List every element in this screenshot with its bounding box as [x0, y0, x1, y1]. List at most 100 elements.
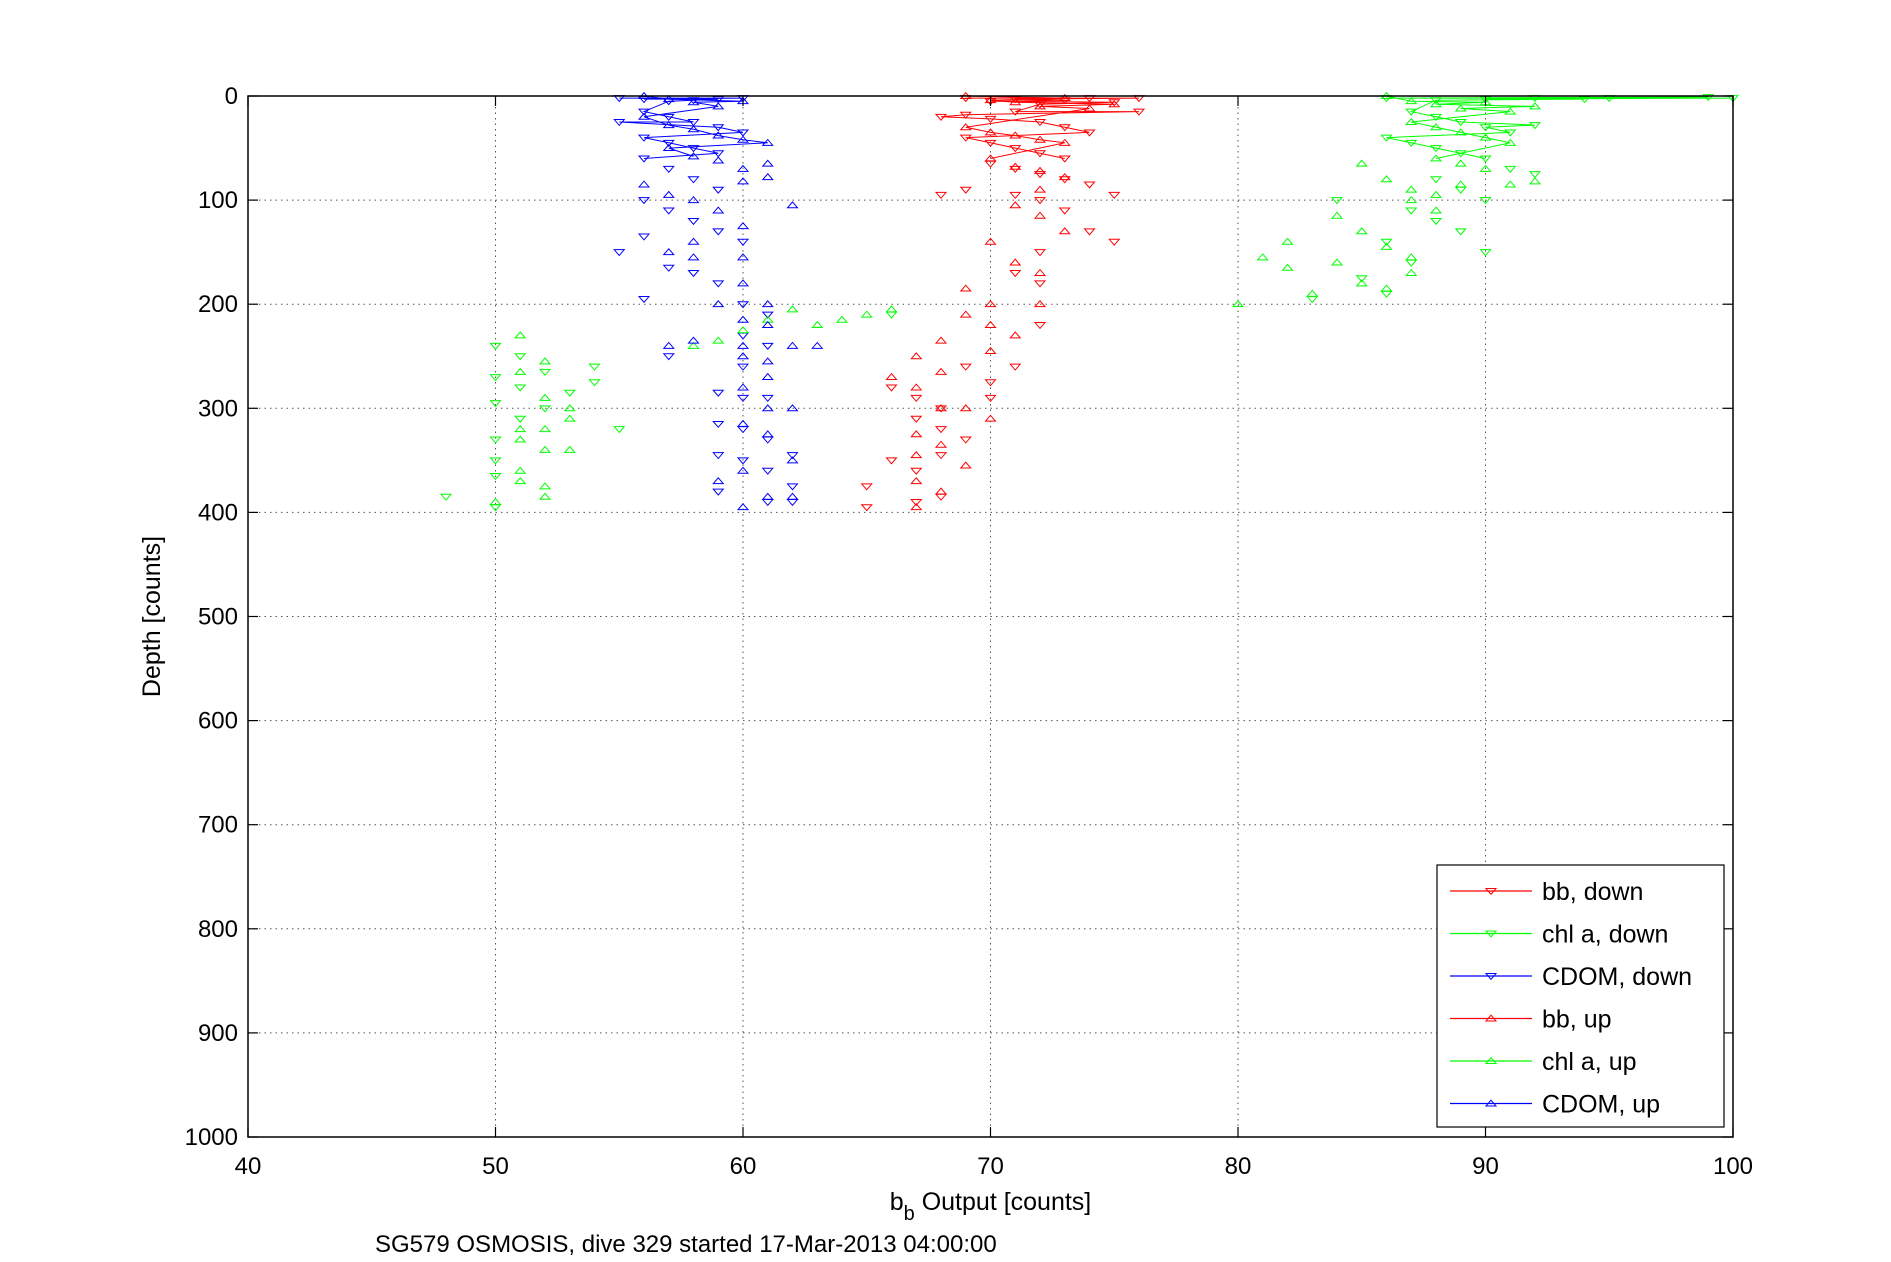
data-point: [910, 430, 923, 438]
data-point: [637, 233, 651, 241]
data-point: [786, 305, 799, 313]
data-point: [736, 326, 750, 334]
data-point: [514, 367, 527, 375]
data-point: [1033, 135, 1047, 143]
data-point: [736, 135, 750, 143]
data-point: [613, 249, 626, 257]
data-point: [1479, 249, 1492, 257]
data-point: [959, 310, 972, 318]
data-point: [1479, 124, 1492, 132]
data-point: [1454, 159, 1467, 167]
data-point: [712, 452, 725, 460]
data-point: [662, 341, 675, 349]
data-point: [736, 352, 750, 360]
data-point: [538, 492, 552, 500]
data-point: [885, 311, 898, 319]
data-point: [1504, 129, 1517, 137]
data-point: [1306, 289, 1319, 297]
data-point: [1380, 238, 1393, 246]
data-point: [1009, 108, 1022, 116]
data-point: [637, 296, 651, 304]
x-tick-label: 90: [1472, 1153, 1499, 1180]
data-point: [959, 461, 972, 469]
data-point: [761, 138, 774, 146]
data-point: [687, 217, 700, 226]
data-point: [811, 341, 824, 349]
data-point: [514, 435, 527, 443]
x-axis-label-subscript: b: [904, 1203, 915, 1225]
data-point: [563, 414, 576, 422]
data-point: [712, 206, 725, 214]
data-point: [712, 488, 725, 496]
data-point: [1479, 164, 1492, 172]
legend-marker: [1484, 888, 1498, 896]
data-point: [1479, 133, 1492, 141]
legend-label: chl a, down: [1542, 921, 1668, 949]
x-tick-label: 70: [977, 1153, 1004, 1180]
data-point: [687, 152, 700, 160]
data-point: [1429, 206, 1443, 214]
data-point: [712, 186, 725, 194]
data-point: [1405, 117, 1418, 125]
y-tick-label: 200: [198, 291, 238, 318]
data-point: [538, 393, 552, 401]
data-point: [662, 113, 675, 121]
plot-area: [439, 91, 1740, 512]
data-point: [910, 499, 923, 507]
data-point: [910, 415, 923, 423]
data-point: [1405, 207, 1418, 215]
data-point: [910, 352, 923, 360]
data-point: [1429, 176, 1443, 184]
data-point: [1454, 119, 1467, 127]
data-point: [959, 123, 972, 131]
series-bb-down: [860, 95, 1146, 512]
data-point: [1083, 181, 1096, 189]
data-point: [736, 383, 750, 391]
data-point: [538, 405, 552, 413]
data-point: [786, 492, 799, 500]
data-point: [1702, 94, 1715, 102]
data-point: [687, 125, 700, 133]
data-point: [835, 315, 849, 323]
data-point: [984, 128, 997, 136]
data-point: [1009, 269, 1022, 278]
data-point: [761, 159, 774, 167]
data-point: [514, 331, 527, 339]
data-point: [984, 154, 997, 162]
data-point: [959, 404, 972, 412]
data-point: [910, 503, 923, 511]
data-point: [1330, 258, 1344, 266]
data-point: [934, 452, 948, 460]
data-point: [687, 195, 700, 204]
y-tick-label: 600: [198, 708, 238, 735]
data-point: [1504, 138, 1517, 146]
legend-item-cdom-down: CDOM, down: [1450, 963, 1692, 991]
data-point: [885, 305, 898, 313]
series-cdom-down: [613, 95, 799, 507]
data-point: [761, 492, 774, 500]
data-point: [786, 483, 799, 491]
data-point: [1058, 155, 1071, 163]
data-point: [1355, 159, 1368, 167]
data-point: [712, 477, 725, 485]
data-point: [1380, 284, 1393, 292]
data-point: [489, 436, 502, 444]
data-point: [538, 445, 552, 453]
data-point: [687, 336, 700, 344]
data-point: [910, 451, 923, 459]
data-point: [1033, 249, 1047, 257]
data-point: [613, 119, 626, 127]
data-point: [1429, 154, 1443, 162]
y-tick-label: 300: [198, 395, 238, 422]
data-point: [712, 124, 725, 132]
data-point: [1058, 207, 1071, 215]
data-point: [1528, 177, 1542, 185]
legend-item-chl-a-down: chl a, down: [1450, 921, 1668, 949]
data-point: [712, 156, 725, 164]
legend-box: [1436, 864, 1725, 1128]
data-point: [761, 320, 774, 328]
legend-marker: [1484, 1099, 1498, 1107]
x-tick-label: 100: [1713, 1153, 1753, 1180]
data-point: [489, 342, 502, 350]
data-point: [786, 452, 799, 460]
